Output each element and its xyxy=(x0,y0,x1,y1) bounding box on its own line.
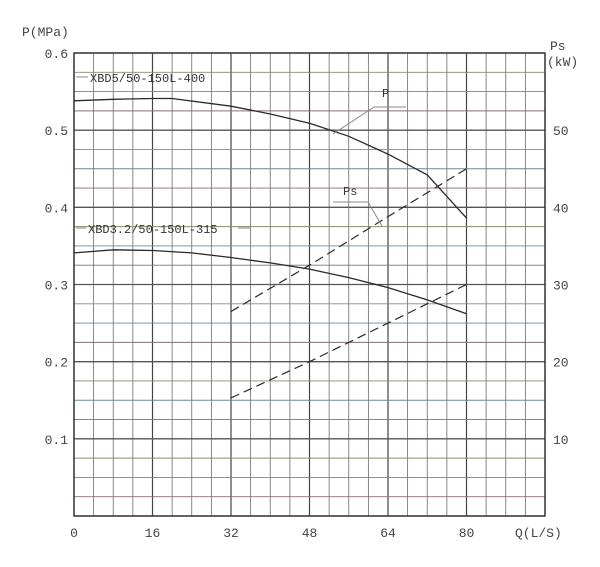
y-tick-label: 0.6 xyxy=(45,47,68,62)
x-axis-label: Q(L/S) xyxy=(515,526,562,541)
leader-line-ps xyxy=(333,201,383,227)
y2-axis-unit: (kW) xyxy=(547,55,578,70)
pressure-curve-0 xyxy=(73,97,467,219)
ticks: 0 16 32 48 64 80 0.1 0.2 0.3 0.4 0.5 0.6 10 20 30 40 50 xyxy=(45,47,569,541)
y2-axis-label: Ps xyxy=(550,39,566,54)
y-tick-label: 0.2 xyxy=(45,356,68,371)
leader-line-p xyxy=(332,106,406,135)
x-tick-label: 32 xyxy=(223,526,239,541)
grid xyxy=(73,52,546,517)
x-tick-label: 48 xyxy=(302,526,318,541)
x-tick-label: 64 xyxy=(380,526,396,541)
y-axis-label: P(MPa) xyxy=(22,25,69,40)
x-tick-label: 80 xyxy=(459,526,475,541)
y-tick-label: 0.1 xyxy=(45,433,69,448)
y2-tick-label: 40 xyxy=(553,201,569,216)
y2-tick-label: 50 xyxy=(553,124,569,139)
y2-tick-label: 20 xyxy=(553,356,569,371)
power-curve-0 xyxy=(230,168,467,313)
curves xyxy=(73,76,467,399)
power-curve-1 xyxy=(230,283,467,399)
curve-label-ps: Ps xyxy=(343,185,357,199)
y-tick-label: 0.3 xyxy=(45,279,68,294)
pressure-curve-1 xyxy=(73,249,467,315)
x-tick-label: 0 xyxy=(70,526,78,541)
curve-label-p: P xyxy=(382,87,389,101)
plot-frame xyxy=(73,52,546,517)
y-tick-label: 0.5 xyxy=(45,124,68,139)
y-tick-label: 0.4 xyxy=(45,201,69,216)
y2-tick-label: 10 xyxy=(553,433,569,448)
x-tick-label: 16 xyxy=(145,526,161,541)
model-label-400: XBD5/50-150L-400 xyxy=(90,72,205,86)
y2-tick-label: 30 xyxy=(553,279,569,294)
model-label-315: XBD3.2/50-150L-315 xyxy=(88,223,218,237)
